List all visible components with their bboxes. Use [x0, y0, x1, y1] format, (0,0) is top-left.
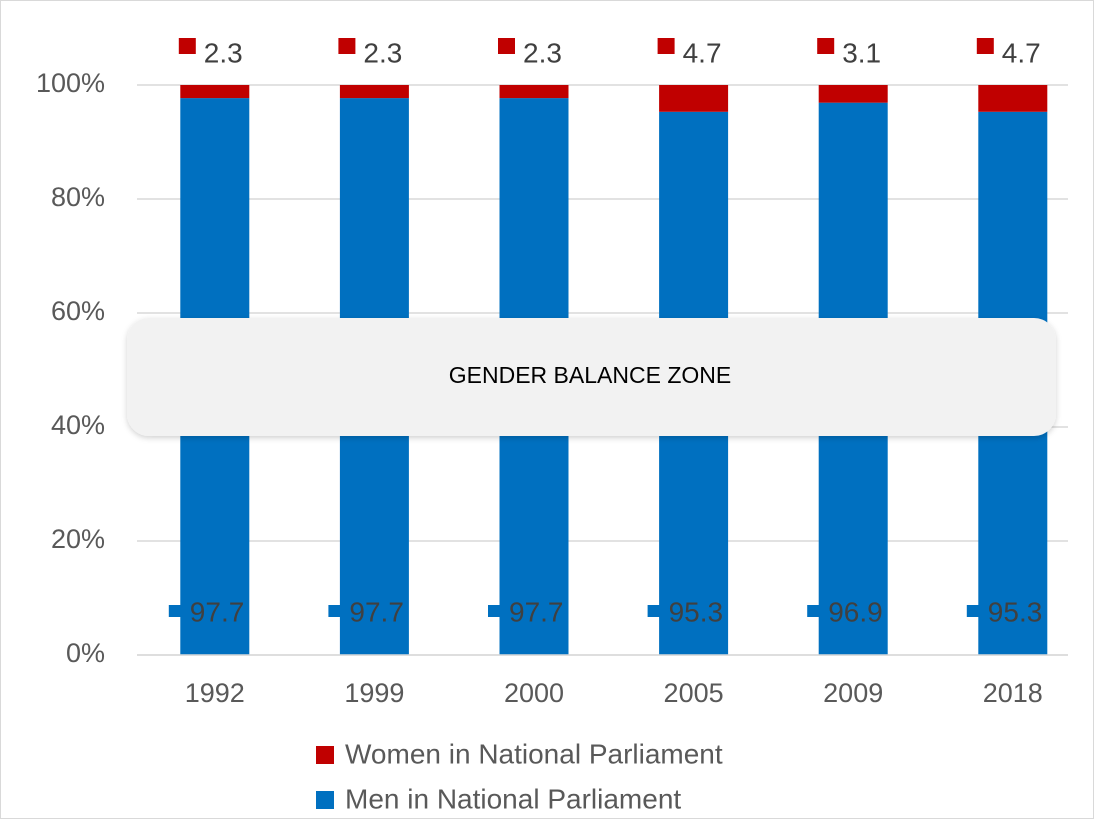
bar-segment	[978, 85, 1048, 112]
data-label: 2.3	[204, 37, 243, 68]
x-tick-label: 2005	[664, 678, 724, 708]
annotation-box	[127, 318, 1056, 436]
data-label: 3.1	[842, 37, 881, 68]
legend-key	[316, 746, 334, 764]
data-label: 4.7	[683, 37, 722, 68]
legend-label: Women in National Parliament	[345, 738, 723, 769]
data-label: 2.3	[363, 37, 402, 68]
label-key	[817, 38, 835, 54]
data-label: 97.7	[349, 596, 404, 627]
legend-label: Men in National Parliament	[345, 783, 681, 814]
y-tick-label: 60%	[51, 296, 105, 326]
data-label: 4.7	[1002, 37, 1041, 68]
x-tick-label: 2018	[983, 678, 1043, 708]
annotation-text: GENDER BALANCE ZONE	[449, 362, 731, 388]
x-tick-label: 2009	[823, 678, 883, 708]
data-label: 95.3	[669, 596, 724, 627]
label-key	[966, 605, 982, 617]
x-tick-label: 1999	[344, 678, 404, 708]
label-key	[338, 38, 356, 54]
y-tick-label: 0%	[66, 638, 105, 668]
label-key	[488, 605, 503, 617]
legend-key	[316, 791, 334, 809]
data-label: 2.3	[523, 37, 562, 68]
y-tick-label: 20%	[51, 524, 105, 554]
label-key	[807, 605, 823, 617]
label-key	[657, 38, 675, 54]
label-key	[498, 38, 515, 54]
label-key	[976, 38, 994, 54]
y-tick-label: 100%	[36, 68, 105, 98]
data-label: 97.7	[190, 596, 245, 627]
data-label: 97.7	[509, 596, 564, 627]
bar-segment	[499, 85, 569, 99]
bar-segment	[180, 85, 250, 99]
label-key	[328, 605, 344, 617]
y-tick-label: 80%	[51, 182, 105, 212]
label-key	[178, 38, 196, 54]
bar-segment	[818, 85, 888, 103]
data-label: 95.3	[988, 596, 1043, 627]
bar-segment	[339, 85, 409, 99]
data-label: 96.9	[828, 596, 883, 627]
x-tick-label: 2000	[504, 678, 564, 708]
bar-segment	[659, 85, 729, 112]
label-key	[168, 605, 184, 617]
x-tick-label: 1992	[185, 678, 245, 708]
y-tick-label: 40%	[51, 410, 105, 440]
label-key	[647, 605, 663, 617]
